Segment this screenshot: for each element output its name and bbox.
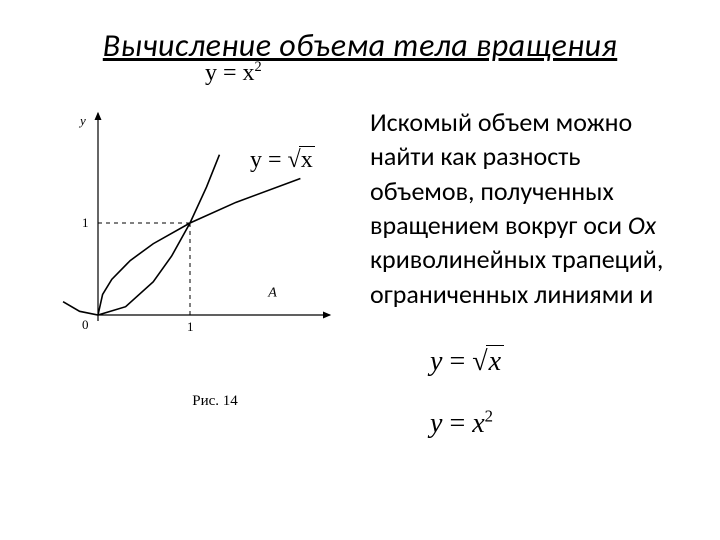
- var-y: y: [430, 346, 442, 377]
- chart-svg: y 0 1 1 A: [40, 105, 340, 365]
- svg-text:1: 1: [82, 215, 89, 230]
- svg-text:0: 0: [82, 317, 89, 332]
- chart-container: y = x2 y = √x y011A: [40, 105, 340, 385]
- text-column: Искомый объем можно найти как разность о…: [370, 105, 680, 462]
- formula-y-eq-sqrt-x: y = √x: [250, 147, 315, 174]
- axis-name: Ох: [628, 209, 656, 241]
- svg-text:1: 1: [187, 319, 194, 334]
- eq-sign: =: [442, 408, 472, 439]
- var-x: x: [472, 408, 484, 439]
- slide-title: Вычисление объема тела вращения: [40, 26, 680, 65]
- figure-caption: Рис. 14: [80, 393, 350, 410]
- slide: Вычисление объема тела вращения y = x2 y…: [0, 0, 720, 540]
- var-y: y: [430, 408, 442, 439]
- var-x: x: [243, 60, 255, 86]
- paragraph-pre: Искомый объем можно найти как разность о…: [370, 106, 632, 241]
- eq-sign: =: [217, 60, 243, 86]
- formula-sqrt: y = √x: [430, 337, 672, 387]
- formula-y-eq-x2: y = x2: [205, 59, 262, 87]
- svg-text:A: A: [267, 286, 277, 301]
- eq-sign: =: [262, 147, 288, 173]
- radicand: x: [299, 146, 315, 173]
- svg-text:y: y: [78, 113, 86, 128]
- radicand: x: [486, 345, 504, 377]
- exponent: 2: [485, 407, 493, 426]
- exponent: 2: [255, 59, 262, 75]
- paragraph: Искомый объем можно найти как разность о…: [370, 105, 672, 311]
- var-y: y: [250, 147, 262, 173]
- var-y: y: [205, 60, 217, 86]
- formula-x2: y = x2: [430, 399, 672, 449]
- content-columns: y = x2 y = √x y011A Рис. 14 Искомый объе…: [40, 105, 680, 462]
- right-formulas: y = √x y = x2: [430, 337, 672, 450]
- figure-column: y = x2 y = √x y011A Рис. 14: [40, 105, 350, 410]
- eq-sign: =: [442, 346, 472, 377]
- paragraph-post: криволинейных трапеций, ограниченных лин…: [370, 243, 663, 309]
